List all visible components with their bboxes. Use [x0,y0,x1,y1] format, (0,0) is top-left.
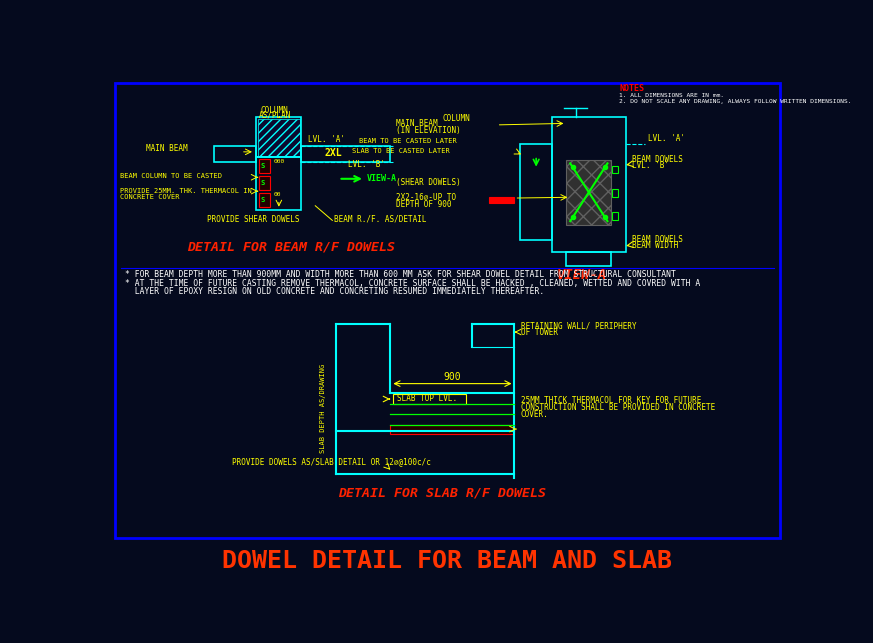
Bar [259,176,271,190]
Text: BEAM R./F. AS/DETAIL: BEAM R./F. AS/DETAIL [333,215,426,224]
Text: SLAB TO BE CASTED LATER: SLAB TO BE CASTED LATER [352,148,450,154]
Bar [612,189,618,197]
Text: BEAM COLUMN TO BE CASTED: BEAM COLUMN TO BE CASTED [120,173,222,179]
Text: BEAM WIDTH: BEAM WIDTH [632,241,678,250]
Bar [259,193,271,206]
Bar [257,117,301,158]
Bar [489,197,513,203]
Text: CONSTRUCTION SHALL BE PROVIDED IN CONCRETE: CONSTRUCTION SHALL BE PROVIDED IN CONCRE… [520,403,715,412]
Text: PROVIDE 25MM. THK. THERMACOL IN: PROVIDE 25MM. THK. THERMACOL IN [120,188,251,194]
Text: (SHEAR DOWELS): (SHEAR DOWELS) [395,178,461,187]
Bar [214,147,257,162]
Text: OF TOWER: OF TOWER [520,328,558,337]
Bar [553,117,626,252]
Text: 900: 900 [443,372,461,382]
Text: LVL. 'A': LVL. 'A' [307,135,345,144]
Bar [567,252,611,266]
Bar [567,159,611,225]
Bar [612,166,618,174]
Text: LAYER OF EPOXY RESIGN ON OLD CONCRETE AND CONCRETING RESUMED IMMEDIATELY THEREAF: LAYER OF EPOXY RESIGN ON OLD CONCRETE AN… [125,287,544,296]
Text: PROVIDE DOWELS AS/SLAB DETAIL OR 12∅@100c/c: PROVIDE DOWELS AS/SLAB DETAIL OR 12∅@100… [231,457,430,466]
Text: DOWEL DETAIL FOR BEAM AND SLAB: DOWEL DETAIL FOR BEAM AND SLAB [222,548,672,573]
Text: * AT THE TIME OF FUTURE CASTING REMOVE THERMACOL, CONCRETE SURFACE SHALL BE HACK: * AT THE TIME OF FUTURE CASTING REMOVE T… [125,279,700,288]
Text: MAIN BEAM: MAIN BEAM [147,144,188,153]
Text: VIEW-A: VIEW-A [557,268,608,282]
Text: COLUMN: COLUMN [260,105,288,114]
Text: 2XL: 2XL [325,148,342,158]
Text: BEAM TO BE CASTED LATER: BEAM TO BE CASTED LATER [360,138,457,143]
Text: COLUMN: COLUMN [443,114,471,123]
Bar [301,147,390,162]
Text: BEAM DOWELS: BEAM DOWELS [632,155,684,164]
Text: MAIN BEAM: MAIN BEAM [395,120,437,129]
Text: 2. DO NOT SCALE ANY DRAWING, ALWAYS FOLLOW WRITTEN DIMENSIONS.: 2. DO NOT SCALE ANY DRAWING, ALWAYS FOLL… [619,98,851,104]
Text: NOTES: NOTES [619,84,644,93]
Bar [259,159,271,172]
Bar [612,212,618,220]
Text: 25MM THICK THERMACOL FOR KEY FOR FUTURE: 25MM THICK THERMACOL FOR KEY FOR FUTURE [520,396,701,405]
Text: LVL. 'A': LVL. 'A' [648,134,684,143]
Text: CONCRETE COVER: CONCRETE COVER [120,194,180,200]
Text: S: S [260,163,265,168]
Bar [520,144,553,240]
Text: S: S [260,179,265,186]
Text: (IN ELEVATION): (IN ELEVATION) [395,125,461,134]
Text: RETAINING WALL/ PERIPHERY: RETAINING WALL/ PERIPHERY [520,322,636,331]
Text: LVL. 'B': LVL. 'B' [347,160,385,169]
Text: S: S [260,197,265,203]
Text: PROVIDE SHEAR DOWELS: PROVIDE SHEAR DOWELS [207,215,299,224]
Text: 00: 00 [273,192,281,197]
Text: COVER.: COVER. [520,410,548,419]
Bar [390,425,514,433]
Text: AS/PLAN: AS/PLAN [258,111,291,120]
Text: 2X2-16∅-UP TO: 2X2-16∅-UP TO [395,194,456,203]
Text: BEAM DOWELS: BEAM DOWELS [632,235,684,244]
Text: DETAIL FOR SLAB R/F DOWELS: DETAIL FOR SLAB R/F DOWELS [339,487,546,500]
Bar [393,394,466,404]
Text: DEPTH OF 900: DEPTH OF 900 [395,199,451,208]
Bar [257,158,301,210]
Text: VIEW-A: VIEW-A [367,174,396,183]
Text: SLAB TOP LVL.: SLAB TOP LVL. [396,394,457,403]
Text: 1. ALL DIMENSIONS ARE IN mm.: 1. ALL DIMENSIONS ARE IN mm. [619,93,724,98]
Bar [258,119,299,156]
Text: DETAIL FOR BEAM R/F DOWELS: DETAIL FOR BEAM R/F DOWELS [187,240,395,253]
Text: * FOR BEAM DEPTH MORE THAN 900MM AND WIDTH MORE THAN 600 MM ASK FOR SHEAR DOWEL : * FOR BEAM DEPTH MORE THAN 900MM AND WID… [125,270,676,279]
Text: LVL. 'B': LVL. 'B' [632,161,670,170]
Text: 000: 000 [273,159,285,165]
Text: SLAB DEPTH AS/DRAWING: SLAB DEPTH AS/DRAWING [320,364,326,453]
